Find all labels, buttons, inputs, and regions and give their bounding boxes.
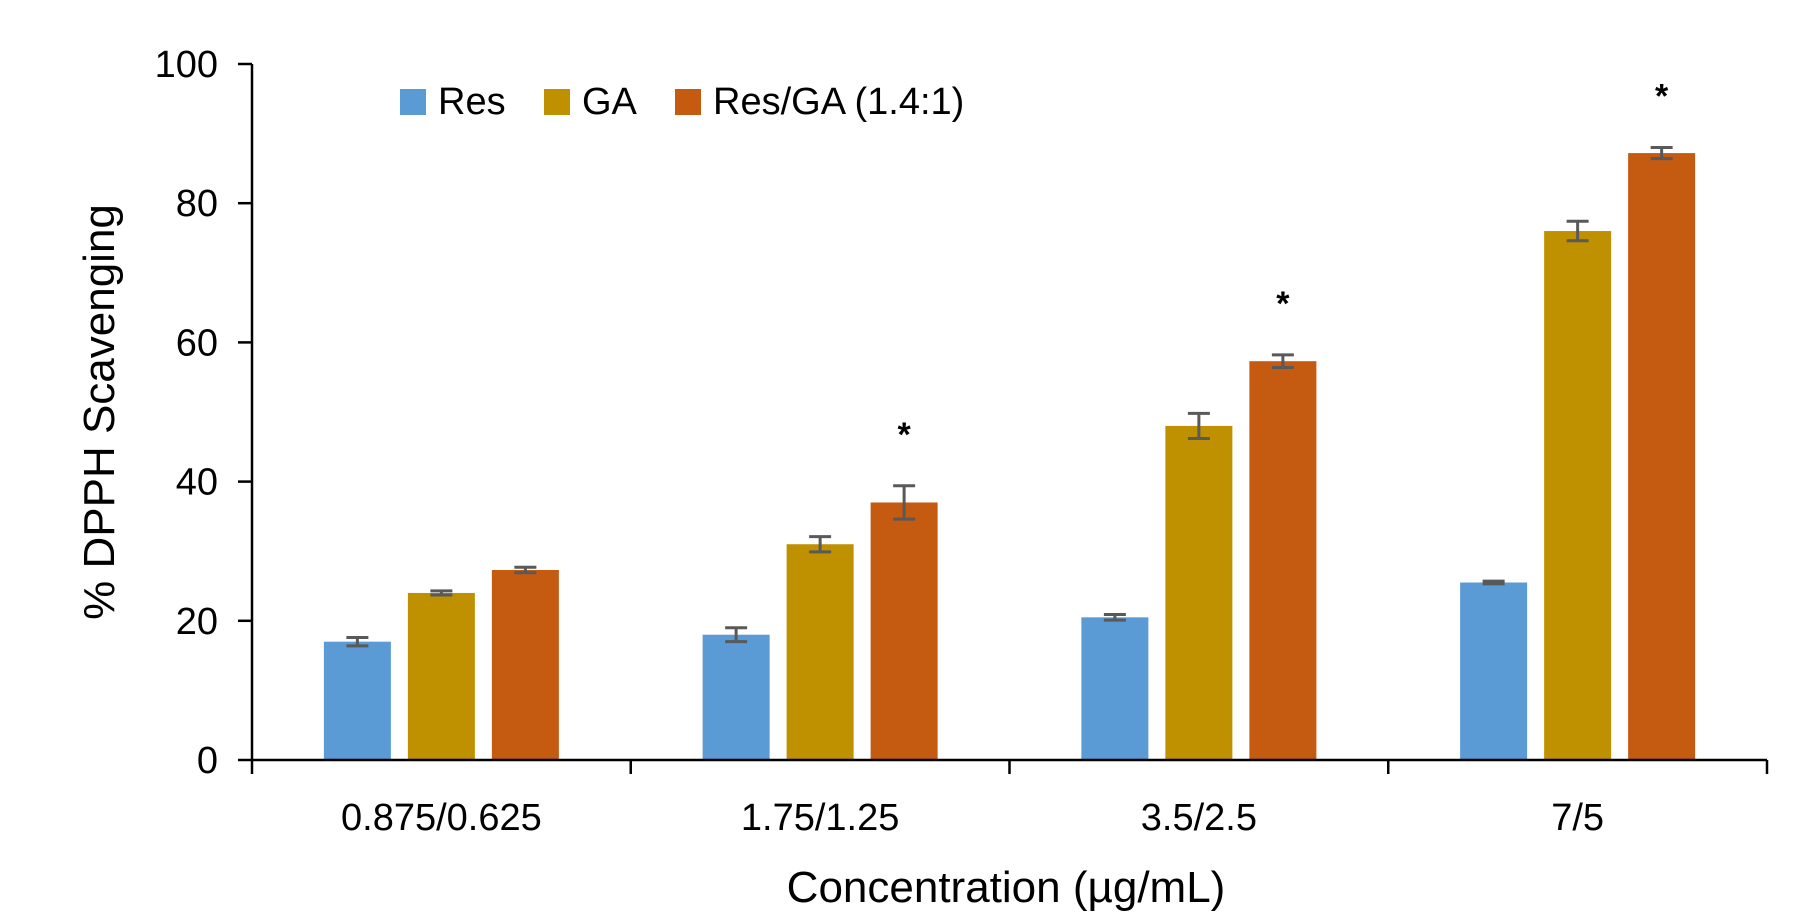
error-bar-2-3	[1650, 146, 1673, 161]
y-tick-label-80: 80	[176, 183, 218, 225]
legend-label-0: Res	[438, 81, 506, 123]
x-tick-label-2: 3.5/2.5	[1141, 797, 1257, 839]
bar-res-ga-1-4-1-1	[870, 502, 938, 760]
bar-ga-2	[1165, 425, 1233, 760]
y-tick-label-20: 20	[176, 601, 218, 643]
significance-marker-1: *	[1276, 285, 1290, 323]
legend-swatch-2	[675, 89, 701, 115]
x-tick-label-3: 7/5	[1551, 797, 1604, 839]
axes-layer	[238, 62, 1769, 774]
significance-marker-0: *	[898, 416, 912, 454]
error-bar-1-3	[1566, 219, 1589, 243]
error-bar-0-0	[346, 636, 369, 648]
error-bar-2-2	[1271, 353, 1294, 369]
y-axis-title: % DPPH Scavenging	[75, 204, 124, 620]
error-bar-2-0	[514, 565, 537, 575]
y-tick-label-40: 40	[176, 462, 218, 504]
y-tick-label-60: 60	[176, 322, 218, 364]
bar-res-ga-1-4-1-3	[1628, 153, 1696, 760]
y-tick-label-0: 0	[197, 740, 218, 782]
legend-label-1: GA	[582, 81, 638, 123]
bar-res-3	[1460, 582, 1528, 760]
significance-marker-2: *	[1655, 78, 1669, 116]
bar-res-ga-1-4-1-0	[491, 569, 559, 760]
x-tick-label-1: 1.75/1.25	[741, 797, 899, 839]
labels-layer: 0 20 40 60 80 100 0.875/0.625 1.75/1.25 3.5/2.5 7…	[155, 44, 1669, 839]
error-bar-1-1	[809, 535, 832, 554]
legend-item-0: Res	[400, 81, 506, 123]
bar-res-1	[702, 634, 770, 760]
legend-swatch-0	[400, 89, 426, 115]
bar-res-0	[323, 641, 391, 760]
bar-res-2	[1081, 617, 1149, 760]
error-bar-0-3	[1482, 579, 1505, 586]
legend: Res GA Res/GA (1.4:1)	[400, 81, 964, 123]
error-bar-0-1	[725, 626, 748, 644]
error-bar-0-2	[1103, 613, 1126, 622]
error-bars-layer	[346, 146, 1673, 648]
x-axis-title: Concentration (µg/mL)	[787, 863, 1226, 912]
bar-ga-1	[786, 544, 854, 760]
legend-label-2: Res/GA (1.4:1)	[713, 81, 964, 123]
legend-item-2: Res/GA (1.4:1)	[675, 81, 964, 123]
error-bar-2-1	[893, 484, 916, 521]
error-bar-1-0	[430, 589, 453, 597]
bar-res-ga-1-4-1-2	[1249, 361, 1317, 760]
y-tick-label-100: 100	[155, 44, 218, 86]
bar-ga-3	[1544, 231, 1612, 761]
legend-item-1: GA	[544, 81, 638, 123]
bar-ga-0	[407, 592, 475, 760]
bars-layer	[323, 153, 1696, 761]
error-bar-1-2	[1187, 411, 1210, 440]
legend-swatch-1	[544, 89, 570, 115]
x-tick-label-0: 0.875/0.625	[341, 797, 542, 839]
